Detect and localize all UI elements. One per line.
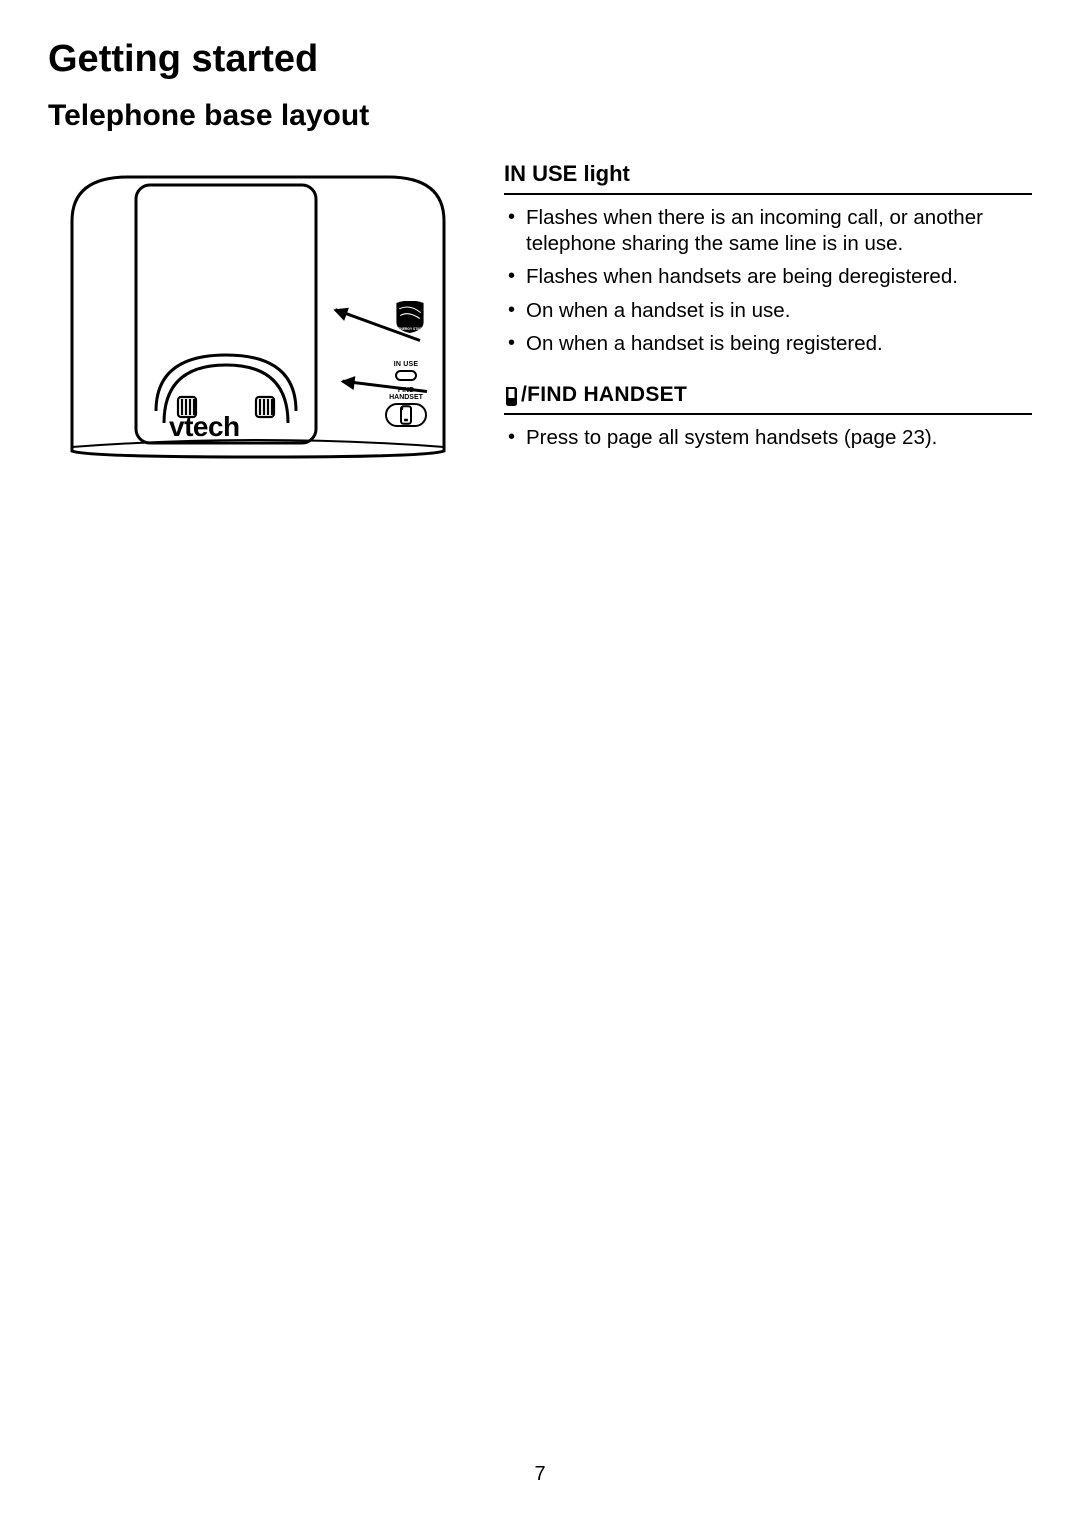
diagram-column: ENERGY STAR IN USE FINDHANDSET (48, 161, 478, 461)
handset-icon (504, 386, 519, 407)
find-handset-title-text: /FIND HANDSET (521, 383, 687, 407)
find-handset-button-wrap: FINDHANDSET (380, 387, 432, 427)
bullet-item: Flashes when there is an incoming call, … (504, 205, 1032, 257)
in-use-label: IN USE (384, 361, 428, 368)
energy-star-icon: ENERGY STAR (394, 301, 426, 334)
in-use-light-icon (395, 370, 417, 381)
in-use-indicator: IN USE (384, 361, 428, 381)
brand-logo: vtech (169, 411, 240, 443)
in-use-bullets: Flashes when there is an incoming call, … (504, 205, 1032, 357)
bullet-item: On when a handset is being registered. (504, 331, 1032, 357)
bullet-item: On when a handset is in use. (504, 298, 1032, 324)
svg-text:ENERGY STAR: ENERGY STAR (398, 327, 422, 331)
telephone-base-diagram: ENERGY STAR IN USE FINDHANDSET (48, 161, 468, 461)
page-subheading: Telephone base layout (48, 99, 1032, 133)
find-handset-section-title: /FIND HANDSET (504, 383, 1032, 415)
page-heading: Getting started (48, 38, 1032, 81)
bullet-item: Flashes when handsets are being deregist… (504, 264, 1032, 290)
page-number: 7 (0, 1463, 1080, 1486)
callouts-column: IN USE light Flashes when there is an in… (478, 161, 1032, 458)
in-use-section-title: IN USE light (504, 161, 1032, 195)
bullet-item: Press to page all system handsets (page … (504, 425, 1032, 451)
in-use-section: IN USE light Flashes when there is an in… (504, 161, 1032, 357)
find-handset-section: /FIND HANDSET Press to page all system h… (504, 383, 1032, 451)
find-handset-button-icon (385, 403, 427, 427)
find-handset-bullets: Press to page all system handsets (page … (504, 425, 1032, 451)
handset-icon (387, 405, 425, 425)
content-row: ENERGY STAR IN USE FINDHANDSET (48, 161, 1032, 461)
document-page: Getting started Telephone base layout (0, 0, 1080, 1532)
